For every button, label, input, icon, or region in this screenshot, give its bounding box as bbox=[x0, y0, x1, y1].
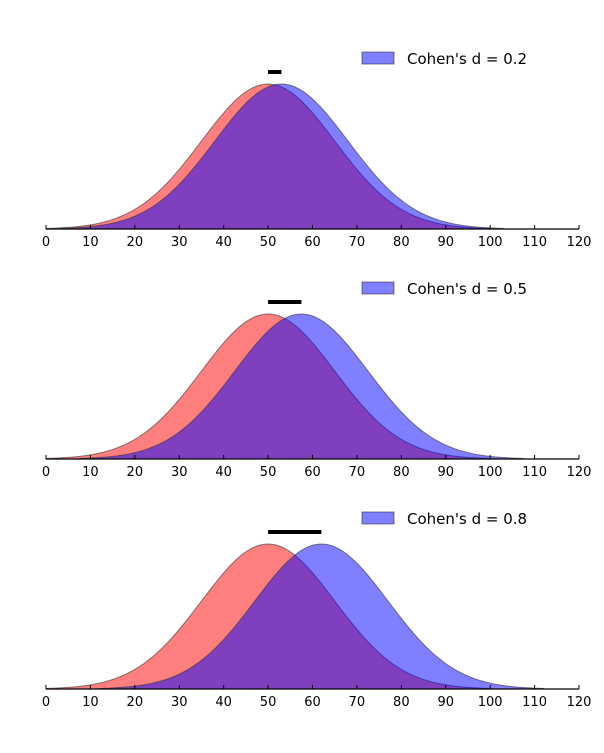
legend: Cohen's d = 0.2 bbox=[361, 50, 527, 68]
x-tick-label: 90 bbox=[437, 695, 454, 710]
x-tick-label: 0 bbox=[42, 695, 50, 710]
x-tick-label: 30 bbox=[171, 465, 188, 480]
x-tick-label: 60 bbox=[304, 235, 321, 250]
legend: Cohen's d = 0.8 bbox=[361, 510, 527, 528]
subplot-3: 0 10 20 30 40 50 60 70 80 90 100 110 120 Cohen's d = … bbox=[42, 510, 592, 710]
x-tick-label: 50 bbox=[260, 235, 277, 250]
x-tick-label: 110 bbox=[522, 465, 547, 480]
legend-swatch bbox=[361, 51, 395, 65]
x-tick-label: 60 bbox=[304, 465, 321, 480]
legend-label: Cohen's d = 0.2 bbox=[407, 50, 527, 68]
x-tick-label: 50 bbox=[260, 465, 277, 480]
x-tick-label: 100 bbox=[478, 465, 503, 480]
x-tick-label: 90 bbox=[437, 235, 454, 250]
x-tick-label: 80 bbox=[393, 695, 410, 710]
x-tick-label: 50 bbox=[260, 695, 277, 710]
x-tick-label: 70 bbox=[349, 695, 366, 710]
subplot-2: 0 10 20 30 40 50 60 70 80 90 100 110 120 Cohen's d = … bbox=[42, 280, 592, 480]
x-tick-label: 60 bbox=[304, 695, 321, 710]
x-tick-label: 10 bbox=[82, 695, 99, 710]
x-tick-label: 80 bbox=[393, 465, 410, 480]
x-tick-label: 110 bbox=[522, 235, 547, 250]
x-tick-label: 40 bbox=[215, 695, 232, 710]
x-tick-label: 40 bbox=[215, 465, 232, 480]
distribution-group-2 bbox=[78, 313, 524, 460]
x-tick-label: 0 bbox=[42, 465, 50, 480]
x-tick-label: 120 bbox=[567, 695, 592, 710]
x-tick-label: 30 bbox=[171, 695, 188, 710]
x-tick-label: 10 bbox=[82, 235, 99, 250]
x-tick-label: 120 bbox=[567, 465, 592, 480]
x-tick-label: 100 bbox=[478, 695, 503, 710]
x-tick-label: 10 bbox=[82, 465, 99, 480]
distribution-group-2 bbox=[58, 83, 504, 230]
x-tick-label: 80 bbox=[393, 235, 410, 250]
distribution-group-2 bbox=[98, 543, 544, 690]
x-tick-label: 0 bbox=[42, 235, 50, 250]
x-tick-label: 90 bbox=[437, 465, 454, 480]
x-tick-label: 70 bbox=[349, 465, 366, 480]
subplot-1: 0 10 20 30 40 50 60 70 80 90 100 110 120 Cohen's d = … bbox=[42, 50, 592, 250]
legend-label: Cohen's d = 0.5 bbox=[407, 280, 527, 298]
x-tick-label: 40 bbox=[215, 235, 232, 250]
x-tick-label: 20 bbox=[127, 465, 144, 480]
x-tick-label: 120 bbox=[567, 235, 592, 250]
legend: Cohen's d = 0.5 bbox=[361, 280, 527, 298]
legend-swatch bbox=[361, 281, 395, 295]
x-tick-label: 20 bbox=[127, 695, 144, 710]
legend-swatch bbox=[361, 511, 395, 525]
x-tick-label: 70 bbox=[349, 235, 366, 250]
x-tick-label: 100 bbox=[478, 235, 503, 250]
x-tick-label: 20 bbox=[127, 235, 144, 250]
x-tick-label: 110 bbox=[522, 695, 547, 710]
x-tick-label: 30 bbox=[171, 235, 188, 250]
legend-label: Cohen's d = 0.8 bbox=[407, 510, 527, 528]
